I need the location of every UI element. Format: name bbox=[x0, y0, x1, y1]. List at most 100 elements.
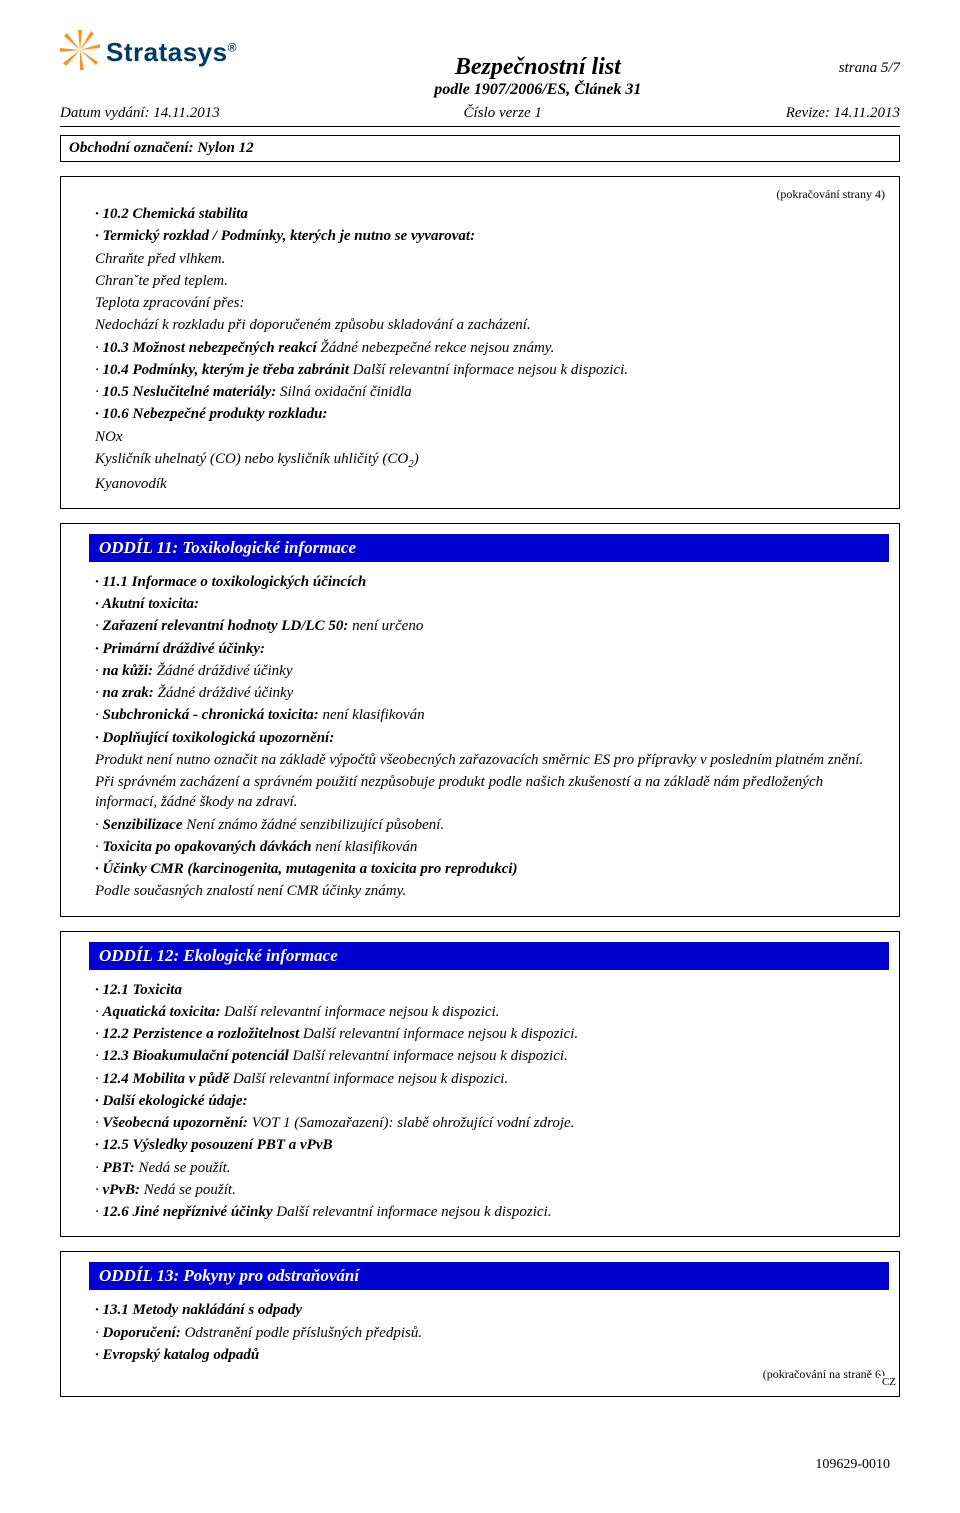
sunburst-icon bbox=[60, 30, 100, 75]
s11-eye-label: na zrak: bbox=[103, 685, 154, 701]
continued-from: (pokračování strany 4) bbox=[75, 187, 885, 202]
meta-row: Datum vydání: 14.11.2013 Číslo verze 1 R… bbox=[60, 105, 900, 122]
s12-other: Další ekologické údaje: bbox=[95, 1091, 885, 1111]
s10-4-value: Další relevantní informace nejsou k disp… bbox=[349, 362, 628, 378]
s11-acute: Akutní toxicita: bbox=[95, 594, 885, 614]
section-12-box: ODDÍL 12: Ekologické informace 12.1 Toxi… bbox=[60, 931, 900, 1238]
doc-subtitle: podle 1907/2006/ES, Článek 31 bbox=[237, 81, 839, 99]
s11-note1: Produkt není nutno označit na základě vý… bbox=[95, 750, 885, 770]
s12-pbt-value: Nedá se použít. bbox=[135, 1160, 231, 1176]
s11-addl: Doplňující toxikologická upozornění: bbox=[95, 728, 885, 748]
s12-3-label: 12.3 Bioakumulační potenciál bbox=[103, 1048, 289, 1064]
s11-primary: Primární dráždivé účinky: bbox=[95, 639, 885, 659]
s12-vpvb-label: vPvB: bbox=[103, 1182, 140, 1198]
s10-4: 10.4 Podmínky, kterým je třeba zabránit … bbox=[95, 360, 885, 380]
s12-aqua-value: Další relevantní informace nejsou k disp… bbox=[220, 1004, 499, 1020]
brand-name: Stratasys® bbox=[106, 37, 237, 68]
s10-3-value: Žádné nebezpečné rekce nejsou známy. bbox=[317, 340, 555, 356]
s10-moisture: Chraňte před vlhkem. bbox=[95, 249, 885, 269]
brand-name-text: Stratasys bbox=[106, 37, 228, 67]
s12-5: 12.5 Výsledky posouzení PBT a vPvB bbox=[95, 1135, 885, 1155]
page-number: strana 5/7 bbox=[839, 60, 900, 77]
doc-title-block: Bezpečnostní list podle 1907/2006/ES, Čl… bbox=[237, 54, 839, 99]
s11-ldlc-label: Zařazení relevantní hodnoty LD/LC 50: bbox=[103, 618, 349, 634]
section-13-box: ODDÍL 13: Pokyny pro odstraňování 13.1 M… bbox=[60, 1251, 900, 1397]
s12-4-value: Další relevantní informace nejsou k disp… bbox=[229, 1071, 508, 1087]
s13-rec-label: Doporučení: bbox=[103, 1325, 181, 1341]
document-code: 109629-0010 bbox=[60, 1457, 900, 1473]
s12-general-label: Všeobecná upozornění: bbox=[103, 1115, 248, 1131]
s12-pbt: PBT: Nedá se použít. bbox=[95, 1158, 885, 1178]
s11-sens: Senzibilizace Není známo žádné senzibili… bbox=[95, 815, 885, 835]
s10-4-label: 10.4 Podmínky, kterým je třeba zabránit bbox=[103, 362, 350, 378]
s10-5-label: 10.5 Neslučitelné materiály: bbox=[103, 384, 277, 400]
s12-4-label: 12.4 Mobilita v půdě bbox=[103, 1071, 230, 1087]
section-13-heading: ODDÍL 13: Pokyny pro odstraňování bbox=[89, 1262, 889, 1290]
s11-1: 11.1 Informace o toxikologických účincíc… bbox=[95, 572, 885, 592]
version-label: Číslo verze 1 bbox=[464, 105, 542, 122]
section-10-body: 10.2 Chemická stabilita Termický rozklad… bbox=[75, 204, 885, 494]
s11-sens-label: Senzibilizace bbox=[103, 817, 183, 833]
issue-date: Datum vydání: 14.11.2013 bbox=[60, 105, 220, 122]
s11-skin-value: Žádné dráždivé účinky bbox=[153, 663, 293, 679]
s12-3-value: Další relevantní informace nejsou k disp… bbox=[289, 1048, 568, 1064]
s10-heat: Chranˇte před teplem. bbox=[95, 271, 885, 291]
s12-general-value: VOT 1 (Samozařazení): slabě ohrožující v… bbox=[248, 1115, 574, 1131]
s11-eye-value: Žádné dráždivé účinky bbox=[154, 685, 294, 701]
product-label: Obchodní označení: Nylon 12 bbox=[69, 140, 254, 156]
s11-ldlc: Zařazení relevantní hodnoty LD/LC 50: ne… bbox=[95, 616, 885, 636]
s11-repdose-value: není klasifikován bbox=[312, 839, 418, 855]
s12-6-value: Další relevantní informace nejsou k disp… bbox=[273, 1204, 552, 1220]
brand-reg: ® bbox=[228, 40, 237, 54]
s13-ewc: Evropský katalog odpadů bbox=[95, 1345, 885, 1365]
s12-aqua: Aquatická toxicita: Další relevantní inf… bbox=[95, 1002, 885, 1022]
section-12-heading: ODDÍL 12: Ekologické informace bbox=[89, 942, 889, 970]
section-11-heading: ODDÍL 11: Toxikologické informace bbox=[89, 534, 889, 562]
s10-co-b: ) bbox=[414, 451, 419, 467]
s12-pbt-label: PBT: bbox=[103, 1160, 135, 1176]
s11-cmr-note: Podle současných znalostí není CMR účink… bbox=[95, 881, 885, 901]
s13-rec-value: Odstranění podle příslušných předpisů. bbox=[181, 1325, 422, 1341]
s10-temp: Teplota zpracování přes: bbox=[95, 293, 885, 313]
section-12-body: 12.1 Toxicita Aquatická toxicita: Další … bbox=[75, 980, 885, 1223]
s10-3-label: 10.3 Možnost nebezpečných reakcí bbox=[103, 340, 317, 356]
section-13-body: 13.1 Metody nakládání s odpady Doporučen… bbox=[75, 1300, 885, 1365]
s10-co: Kysličník uhelnatý (CO) nebo kysličník u… bbox=[95, 449, 885, 472]
s10-3: 10.3 Možnost nebezpečných reakcí Žádné n… bbox=[95, 338, 885, 358]
s10-6-label: 10.6 Nebezpečné produkty rozkladu: bbox=[95, 404, 885, 424]
s12-6: 12.6 Jiné nepříznivé účinky Další releva… bbox=[95, 1202, 885, 1222]
s10-5-value: Silná oxidační činidla bbox=[276, 384, 411, 400]
s12-6-label: 12.6 Jiné nepříznivé účinky bbox=[103, 1204, 273, 1220]
section-11-body: 11.1 Informace o toxikologických účincíc… bbox=[75, 572, 885, 902]
section-11-box: ODDÍL 11: Toxikologické informace 11.1 I… bbox=[60, 523, 900, 917]
s11-ldlc-value: není určeno bbox=[348, 618, 423, 634]
s10-kyan: Kyanovodík bbox=[95, 474, 885, 494]
s12-general: Všeobecná upozornění: VOT 1 (Samozařazen… bbox=[95, 1113, 885, 1133]
s10-nox: NOx bbox=[95, 427, 885, 447]
s11-repdose-label: Toxicita po opakovaných dávkách bbox=[103, 839, 312, 855]
country-code: CZ bbox=[879, 1376, 899, 1388]
s11-cmr-label: Účinky CMR (karcinogenita, mutagenita a … bbox=[95, 859, 885, 879]
s12-4: 12.4 Mobilita v půdě Další relevantní in… bbox=[95, 1069, 885, 1089]
s13-rec: Doporučení: Odstranění podle příslušných… bbox=[95, 1323, 885, 1343]
section-10-box: (pokračování strany 4) 10.2 Chemická sta… bbox=[60, 176, 900, 509]
s11-repdose: Toxicita po opakovaných dávkách není kla… bbox=[95, 837, 885, 857]
s13-1: 13.1 Metody nakládání s odpady bbox=[95, 1300, 885, 1320]
s12-2-label: 12.2 Perzistence a rozložitelnost bbox=[103, 1026, 300, 1042]
s11-sens-value: Není známo žádné senzibilizující působen… bbox=[183, 817, 445, 833]
continued-to: (pokračování na straně 6) bbox=[75, 1367, 885, 1382]
s10-storage: Nedochází k rozkladu při doporučeném způ… bbox=[95, 315, 885, 335]
s11-note2: Při správném zacházení a správném použit… bbox=[95, 772, 885, 813]
s10-5: 10.5 Neslučitelné materiály: Silná oxida… bbox=[95, 382, 885, 402]
product-box: Obchodní označení: Nylon 12 bbox=[60, 135, 900, 162]
s10-co-a: Kysličník uhelnatý (CO) nebo kysličník u… bbox=[95, 451, 408, 467]
revision-date: Revize: 14.11.2013 bbox=[786, 105, 900, 122]
s12-vpvb: vPvB: Nedá se použít. bbox=[95, 1180, 885, 1200]
s12-3: 12.3 Bioakumulační potenciál Další relev… bbox=[95, 1046, 885, 1066]
s11-eye: na zrak: Žádné dráždivé účinky bbox=[95, 683, 885, 703]
s11-chronic: Subchronická - chronická toxicita: není … bbox=[95, 705, 885, 725]
page: Stratasys® Bezpečnostní list podle 1907/… bbox=[0, 0, 960, 1513]
s11-chronic-label: Subchronická - chronická toxicita: bbox=[103, 707, 319, 723]
s10-2-heading: 10.2 Chemická stabilita bbox=[95, 204, 885, 224]
s12-1: 12.1 Toxicita bbox=[95, 980, 885, 1000]
